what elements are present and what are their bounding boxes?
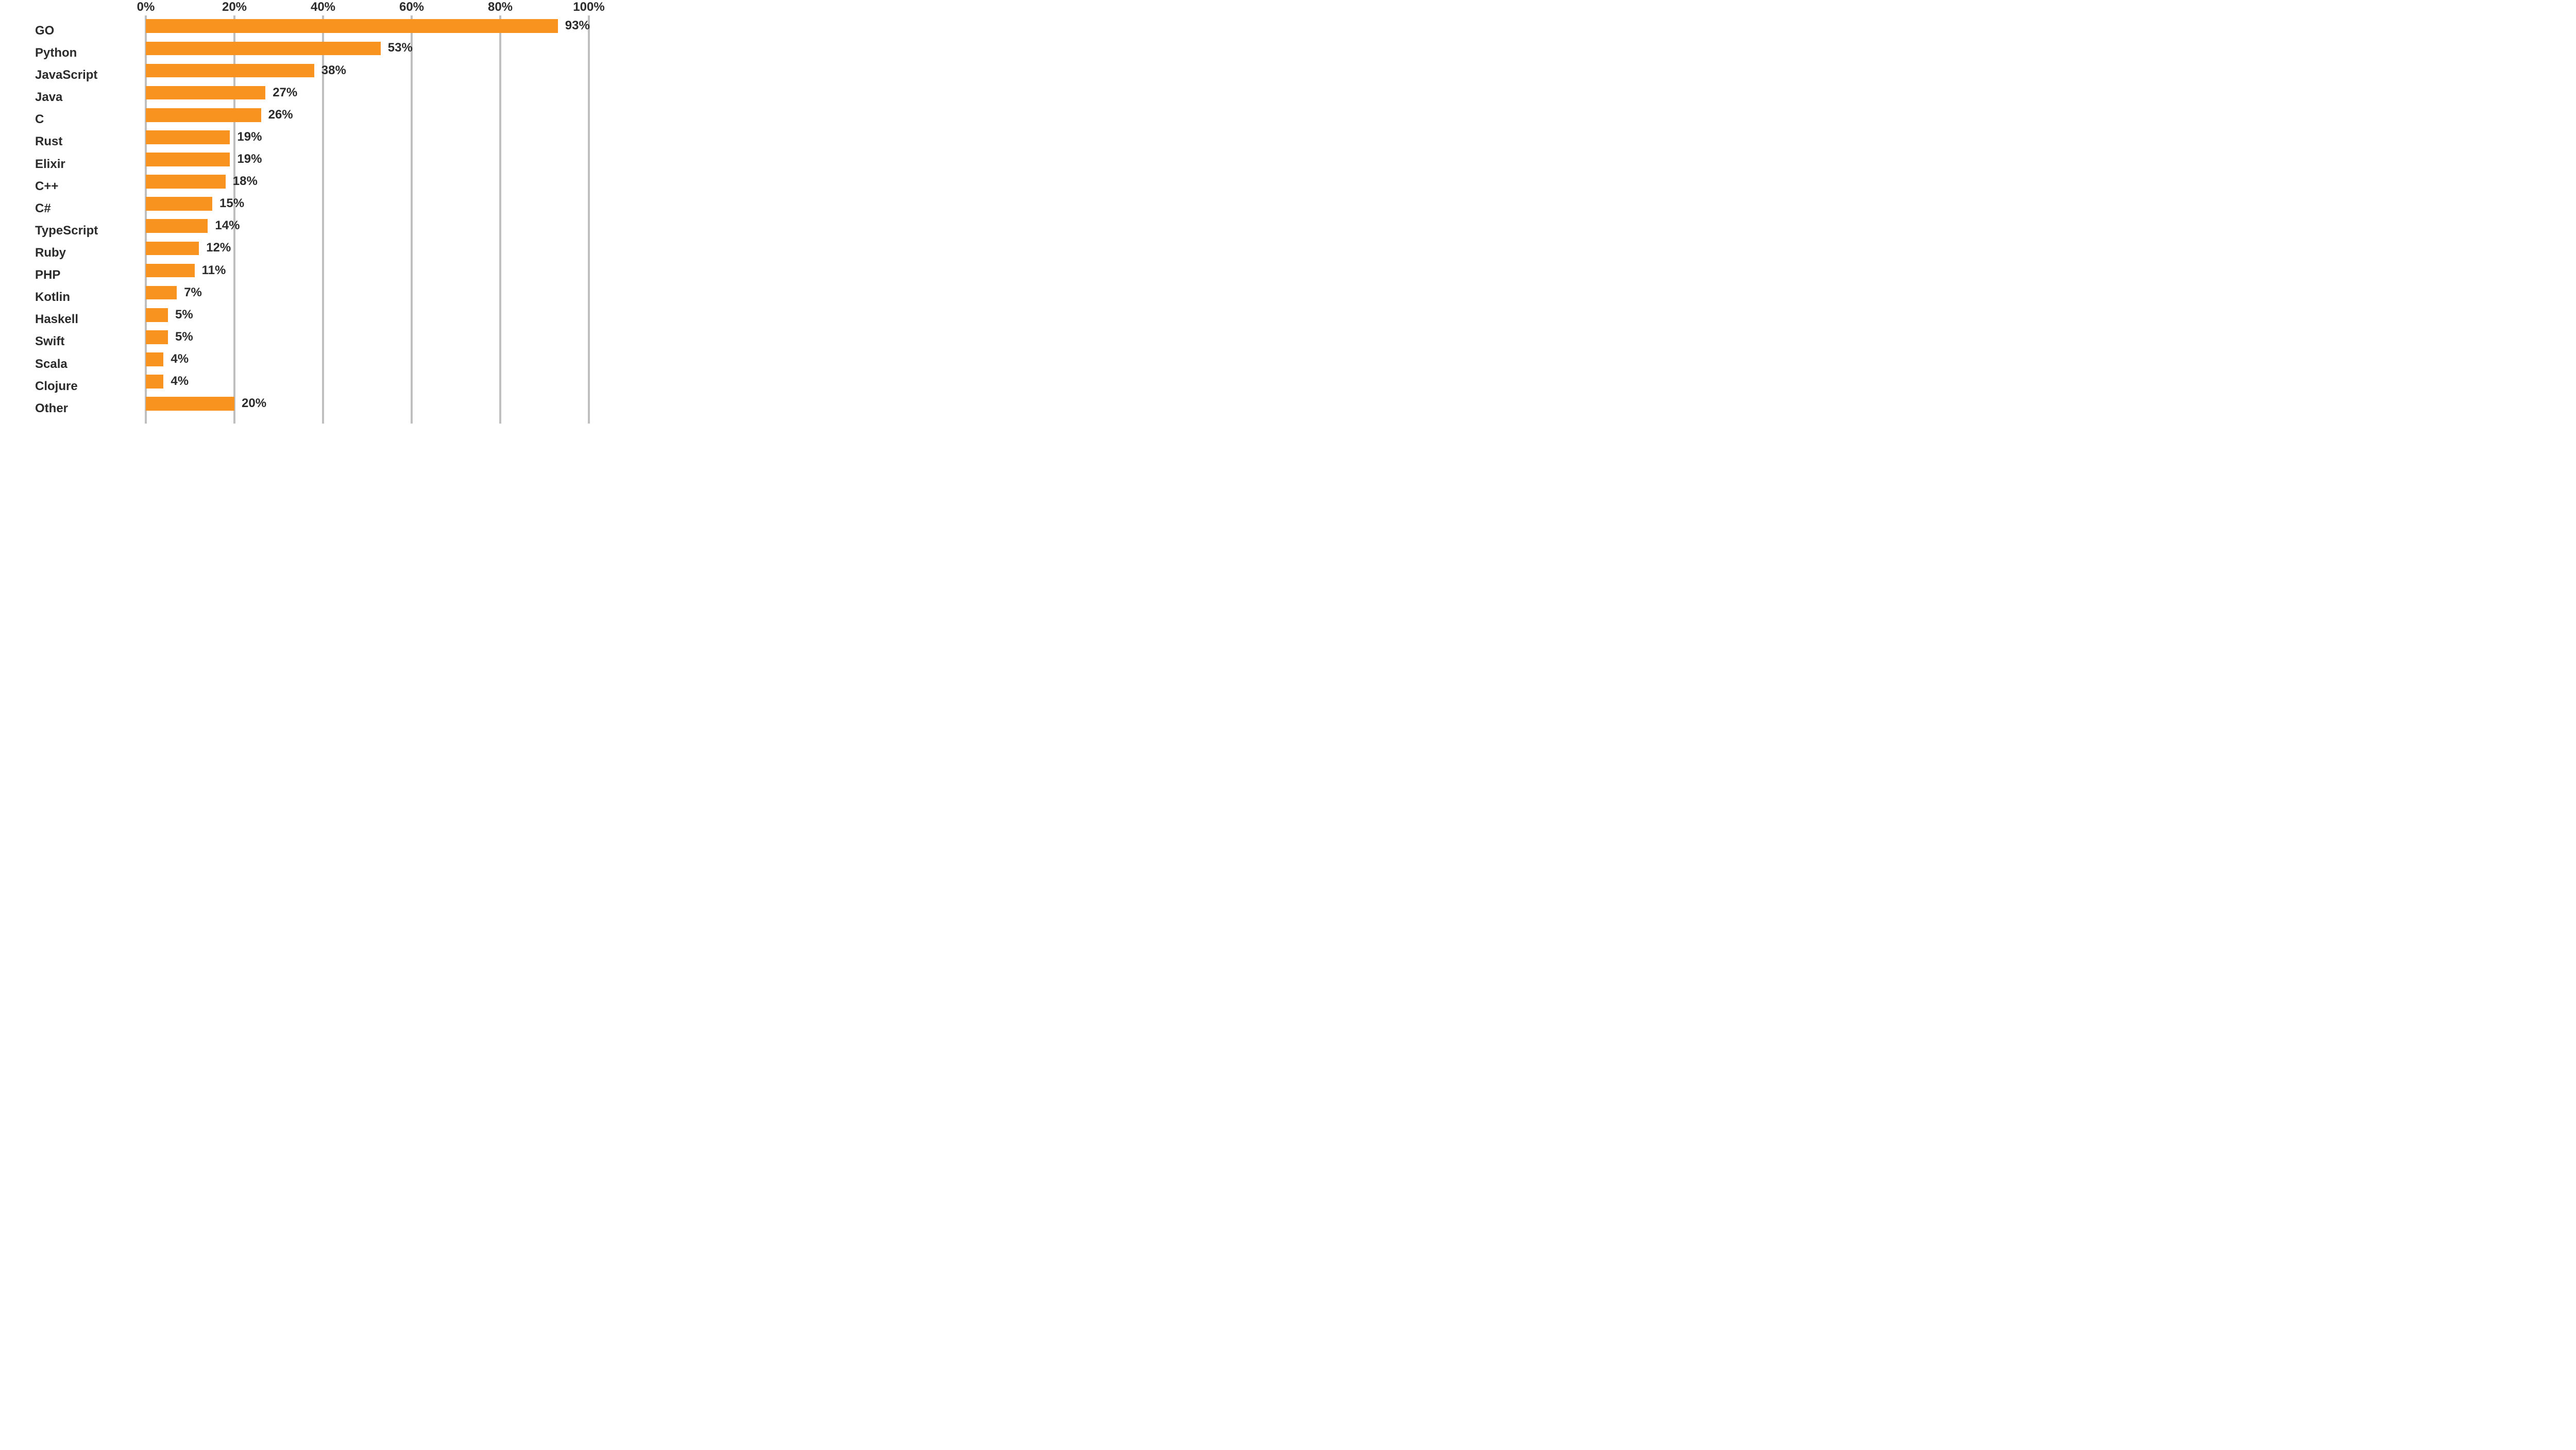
value-label: 11% — [202, 263, 226, 278]
chart-row: Swift 5% — [0, 329, 752, 351]
value-label: 20% — [242, 396, 266, 411]
chart-row: Rust 19% — [0, 129, 752, 151]
x-tick-20: 20% — [222, 0, 247, 14]
bar — [146, 86, 265, 100]
bar — [146, 153, 230, 166]
value-label: 15% — [219, 196, 244, 211]
x-tick-80: 80% — [488, 0, 513, 14]
category-label: C# — [35, 201, 51, 216]
category-label: C++ — [35, 179, 58, 194]
value-label: 18% — [233, 174, 258, 189]
bar — [146, 42, 381, 56]
bar — [146, 175, 226, 189]
chart-row: Elixir 19% — [0, 151, 752, 173]
value-label: 38% — [321, 63, 346, 78]
bar — [146, 130, 230, 144]
chart-row: Kotlin 7% — [0, 284, 752, 306]
category-label: Elixir — [35, 157, 65, 172]
chart-row: GO 93% — [0, 18, 752, 40]
value-label: 5% — [175, 330, 193, 344]
category-label: Kotlin — [35, 290, 70, 305]
category-label: Ruby — [35, 246, 66, 260]
chart-row: Other 20% — [0, 395, 752, 417]
category-label: PHP — [35, 268, 60, 282]
x-tick-40: 40% — [311, 0, 335, 14]
value-label: 7% — [184, 285, 202, 300]
bar — [146, 352, 163, 366]
bar — [146, 397, 234, 411]
bar — [146, 308, 168, 322]
category-label: Rust — [35, 134, 62, 149]
category-label: JavaScript — [35, 68, 97, 82]
value-label: 26% — [268, 108, 293, 122]
chart-row: TypeScript 14% — [0, 217, 752, 240]
bar — [146, 242, 199, 256]
chart-row: PHP 11% — [0, 262, 752, 284]
bar — [146, 375, 163, 389]
chart-row: Java 27% — [0, 84, 752, 106]
value-label: 93% — [565, 19, 590, 33]
category-label: Clojure — [35, 379, 78, 394]
category-label: TypeScript — [35, 224, 98, 238]
bar — [146, 286, 177, 300]
x-tick-60: 60% — [399, 0, 424, 14]
value-label: 5% — [175, 308, 193, 322]
category-label: Haskell — [35, 312, 78, 327]
chart-row: C 26% — [0, 106, 752, 128]
chart-rows: GO 93% Python 53% JavaScript 38% Java 27% C 26% Ru… — [0, 18, 752, 417]
chart-row: C# 15% — [0, 195, 752, 217]
x-tick-0: 0% — [137, 0, 155, 14]
category-label: GO — [35, 24, 54, 38]
bar — [146, 19, 558, 33]
value-label: 19% — [237, 152, 262, 166]
chart-row: JavaScript 38% — [0, 62, 752, 84]
chart-row: C++ 18% — [0, 173, 752, 195]
chart-row: Scala 4% — [0, 351, 752, 373]
bar — [146, 264, 195, 278]
value-label: 27% — [273, 86, 297, 100]
bar — [146, 219, 208, 233]
chart-row: Haskell 5% — [0, 306, 752, 328]
category-label: Python — [35, 46, 77, 60]
category-label: Swift — [35, 334, 64, 349]
bar — [146, 330, 168, 344]
value-label: 12% — [206, 241, 231, 255]
value-label: 19% — [237, 130, 262, 144]
category-label: Scala — [35, 357, 67, 372]
bar — [146, 64, 314, 78]
bar — [146, 197, 212, 211]
value-label: 14% — [215, 218, 240, 233]
chart-row: Clojure 4% — [0, 373, 752, 395]
chart-row: Ruby 12% — [0, 240, 752, 262]
x-axis-labels: 0% 20% 40% 60% 80% 100% — [0, 0, 752, 15]
category-label: Other — [35, 401, 68, 416]
value-label: 53% — [388, 41, 413, 55]
chart-row: Python 53% — [0, 40, 752, 62]
bar — [146, 108, 261, 122]
category-label: Java — [35, 90, 62, 105]
language-usage-bar-chart: 0% 20% 40% 60% 80% 100% GO 93% Python 53% Ja… — [0, 0, 752, 424]
value-label: 4% — [171, 374, 189, 389]
value-label: 4% — [171, 352, 189, 366]
x-tick-100: 100% — [573, 0, 604, 14]
category-label: C — [35, 112, 44, 127]
